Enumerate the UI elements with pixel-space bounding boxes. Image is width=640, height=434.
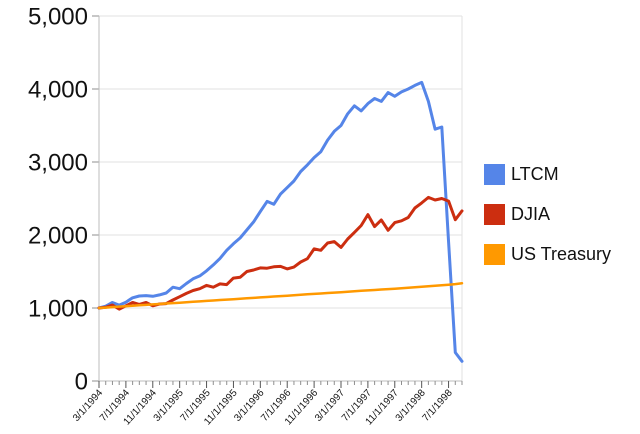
series-line-us-treasury bbox=[97, 282, 464, 310]
y-axis-label: 3,000 bbox=[28, 150, 88, 177]
y-axis-label: 2,000 bbox=[28, 223, 88, 250]
legend-swatch-ltcm bbox=[484, 163, 505, 185]
y-axis-label: 0 bbox=[75, 369, 88, 396]
y-axis-label: 1,000 bbox=[28, 296, 88, 323]
y-axis-label: 5,000 bbox=[28, 4, 88, 31]
legend-item-us-treasury: US Treasury bbox=[484, 243, 611, 265]
legend-label-us-treasury: US Treasury bbox=[511, 244, 612, 264]
legend-label-ltcm: LTCM bbox=[511, 164, 559, 184]
legend-label-djia: DJIA bbox=[511, 204, 551, 224]
x-axis-label: 7/1/1998 bbox=[421, 387, 456, 424]
legend-swatch-us-treasury bbox=[484, 243, 505, 265]
series-line-ltcm bbox=[97, 80, 464, 363]
legend-swatch-djia bbox=[484, 203, 505, 225]
series-line-djia bbox=[97, 195, 464, 311]
legend: LTCM DJIA US Treasury bbox=[484, 163, 611, 283]
legend-item-djia: DJIA bbox=[484, 203, 611, 225]
legend-item-ltcm: LTCM bbox=[484, 163, 611, 185]
y-axis-label: 4,000 bbox=[28, 77, 88, 104]
